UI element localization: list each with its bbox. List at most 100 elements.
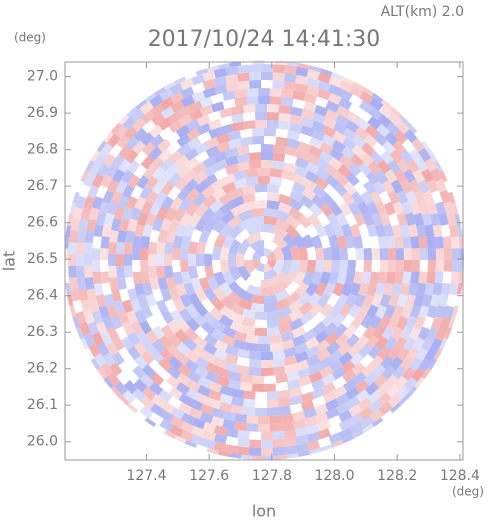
radar-cell — [120, 169, 134, 184]
radar-cell — [269, 334, 283, 344]
radar-cell — [418, 358, 432, 373]
radar-cell — [427, 260, 436, 272]
radar-cell — [383, 223, 394, 238]
radar-cell — [275, 218, 290, 231]
radar-cell — [338, 418, 353, 432]
radar-cell — [266, 260, 276, 269]
radar-cell — [160, 324, 175, 339]
radar-cell — [116, 253, 125, 267]
radar-cell — [359, 91, 374, 105]
plot-frame — [64, 61, 464, 461]
radar-cell — [366, 201, 379, 216]
radar-cell — [283, 346, 298, 358]
radar-cell — [245, 342, 259, 352]
radar-cell — [283, 437, 297, 447]
radar-cell — [151, 112, 166, 127]
radar-cell — [167, 395, 182, 409]
radar-cell — [219, 401, 233, 413]
radar-cell — [292, 173, 307, 186]
radar-cell — [354, 379, 369, 394]
radar-cell — [338, 409, 353, 423]
radar-cell — [176, 186, 191, 202]
radar-cell — [155, 206, 169, 221]
radar-cell — [180, 412, 195, 425]
radar-cell — [254, 327, 268, 337]
radar-cell — [322, 390, 337, 404]
radar-cell — [409, 201, 422, 216]
radar-cell — [332, 376, 347, 390]
radar-cell — [159, 409, 174, 423]
radar-cell — [152, 166, 166, 181]
radar-cell — [289, 403, 303, 414]
radar-cell — [387, 346, 401, 361]
radar-cell — [251, 375, 264, 384]
radar-cell — [242, 398, 256, 408]
radar-cell — [100, 236, 110, 249]
radar-cell — [174, 328, 189, 344]
radar-cell — [167, 140, 182, 155]
radar-cell — [216, 141, 231, 153]
radar-cell — [264, 302, 278, 312]
radar-cell — [246, 88, 259, 97]
radar-cell — [86, 218, 97, 232]
radar-cell — [344, 271, 356, 285]
radar-cell — [266, 104, 280, 113]
radar-cell — [152, 288, 164, 303]
radar-cell — [249, 72, 262, 81]
radar-cell — [151, 393, 166, 408]
radar-cell — [228, 224, 243, 239]
radar-cell — [284, 146, 298, 157]
radar-cell — [213, 271, 226, 286]
radar-cell — [68, 277, 79, 290]
radar-cell — [106, 304, 119, 319]
radar-cell — [130, 397, 145, 412]
radar-cell — [303, 407, 317, 419]
radar-cell — [430, 168, 443, 183]
radar-cell — [136, 330, 150, 346]
radar-cell — [396, 212, 408, 227]
radar-cell — [352, 134, 367, 149]
radar-cell — [272, 430, 285, 440]
radar-cell — [317, 72, 332, 84]
radar-cell — [446, 212, 457, 226]
radar-cell — [331, 260, 340, 273]
radar-cell — [254, 183, 268, 193]
radar-cell — [228, 238, 242, 255]
radar-cell — [92, 248, 101, 260]
radar-cell — [353, 181, 368, 196]
radar-cell — [211, 101, 225, 113]
radar-cell — [250, 216, 264, 226]
radar-cell — [199, 412, 214, 424]
radar-cell — [278, 314, 293, 327]
radar-cell — [132, 235, 143, 249]
radar-cell — [260, 359, 274, 368]
radar-cell — [203, 287, 217, 303]
radar-cell — [317, 88, 331, 101]
radar-cell — [399, 149, 414, 164]
radar-cell — [154, 191, 168, 206]
radar-cell — [272, 72, 285, 82]
radar-cell — [83, 173, 96, 188]
radar-cell — [353, 293, 366, 308]
radar-cell — [209, 198, 224, 213]
radar-cell — [289, 245, 300, 260]
radar-cell — [150, 349, 165, 364]
radar-cell — [344, 235, 356, 249]
radar-cell — [151, 325, 166, 340]
radar-cell — [357, 304, 370, 319]
radar-cell — [359, 353, 374, 368]
radar-cell — [242, 390, 256, 400]
y-tick-label: 26.1 — [27, 397, 58, 413]
radar-cell — [396, 189, 409, 205]
radar-cell — [92, 271, 102, 284]
radar-cell — [302, 271, 315, 286]
radar-cell — [225, 436, 239, 447]
radar-cell — [325, 398, 339, 411]
radar-cell — [260, 232, 276, 242]
radar-cell — [167, 365, 182, 380]
radar-cell — [145, 330, 159, 345]
radar-cell — [203, 333, 218, 347]
radar-cell — [408, 179, 422, 194]
radar-cell — [352, 371, 367, 386]
radar-cell — [302, 187, 317, 201]
